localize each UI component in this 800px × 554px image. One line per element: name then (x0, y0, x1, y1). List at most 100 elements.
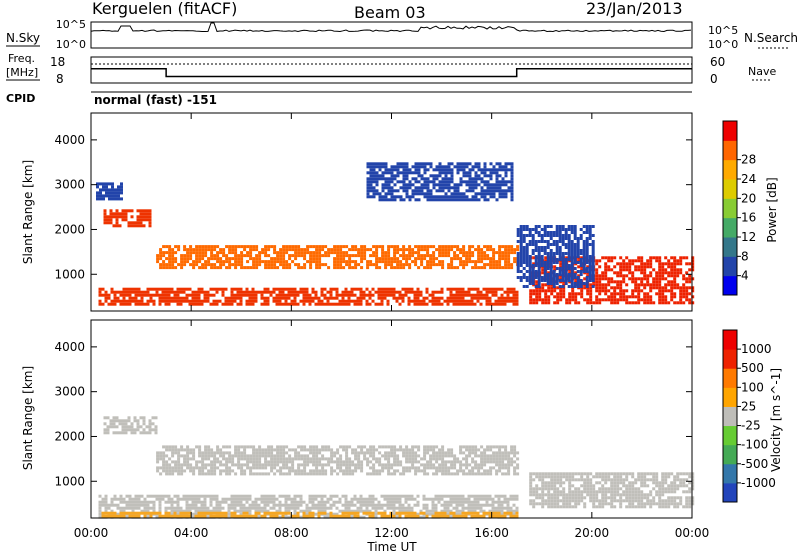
data-cell (546, 264, 550, 267)
data-cell (574, 301, 578, 305)
data-cell (528, 270, 532, 273)
data-cell (431, 293, 435, 297)
data-cell (513, 451, 517, 455)
data-cell (522, 267, 526, 270)
data-cell (342, 469, 346, 473)
data-cell (619, 478, 623, 482)
data-cell (354, 248, 358, 252)
data-cell (312, 445, 316, 449)
data-cell (491, 503, 495, 507)
data-cell (573, 225, 577, 228)
data-cell (512, 497, 516, 501)
data-cell (576, 249, 580, 252)
data-cell (500, 506, 504, 510)
data-cell (631, 277, 635, 281)
data-cell (130, 215, 134, 219)
data-cell (470, 296, 474, 300)
data-cell (685, 292, 689, 296)
data-cell (260, 509, 264, 513)
data-cell (275, 287, 279, 291)
data-cell (384, 445, 388, 449)
data-cell (471, 254, 475, 258)
data-cell (336, 451, 340, 455)
data-cell (371, 293, 375, 297)
data-cell (547, 472, 551, 476)
data-cell (219, 260, 223, 264)
data-cell (192, 248, 196, 252)
data-cell (601, 277, 605, 281)
data-cell (443, 494, 447, 498)
data-cell (550, 496, 554, 500)
data-cell (685, 262, 689, 266)
data-cell (335, 494, 339, 498)
data-cell (366, 192, 370, 196)
data-cell (423, 245, 427, 249)
data-cell (308, 497, 312, 501)
data-cell (180, 466, 184, 470)
data-cell (444, 171, 448, 175)
data-cell (109, 419, 113, 423)
data-cell (372, 192, 376, 196)
data-cell (459, 463, 463, 467)
data-cell (372, 165, 376, 169)
data-cell (529, 487, 533, 491)
data-cell (586, 478, 590, 482)
data-cell (393, 174, 397, 178)
data-cell (231, 457, 235, 461)
data-cell (264, 266, 268, 270)
data-cell (595, 283, 599, 287)
data-cell (426, 466, 430, 470)
data-cell (387, 177, 391, 181)
data-cell (561, 279, 565, 282)
data-cell (158, 497, 162, 501)
data-cell (396, 266, 400, 270)
data-cell (676, 271, 680, 275)
data-cell (101, 497, 105, 501)
data-cell (198, 466, 202, 470)
data-cell (336, 260, 340, 264)
data-cell (685, 271, 689, 275)
data-cell (278, 302, 282, 306)
data-cell (604, 478, 608, 482)
data-cell (146, 302, 150, 306)
data-cell (120, 185, 123, 189)
data-cell (506, 287, 510, 291)
data-cell (338, 299, 342, 303)
data-cell (278, 494, 282, 498)
data-cell (432, 463, 436, 467)
data-cell (207, 257, 211, 261)
colorbar-segment (723, 275, 737, 296)
data-cell (604, 271, 608, 275)
data-cell (110, 302, 114, 306)
data-cell (117, 197, 120, 201)
data-cell (273, 251, 277, 255)
data-cell (359, 302, 363, 306)
data-cell (225, 460, 229, 464)
data-cell (431, 302, 435, 306)
data-cell (492, 263, 496, 267)
data-cell (311, 296, 315, 300)
data-cell (285, 251, 289, 255)
data-cell (390, 472, 394, 476)
data-cell (99, 197, 102, 201)
data-cell (366, 463, 370, 467)
data-cell (216, 251, 220, 255)
data-cell (101, 287, 105, 291)
data-cell (282, 245, 286, 249)
data-cell (577, 493, 581, 497)
data-cell (311, 506, 315, 510)
data-cell (203, 293, 207, 297)
data-cell (149, 293, 153, 297)
data-cell (405, 168, 409, 172)
data-cell (402, 162, 406, 166)
data-cell (515, 296, 519, 300)
data-cell (661, 265, 665, 269)
data-cell (447, 451, 451, 455)
data-cell (162, 451, 166, 455)
data-cell (691, 277, 695, 281)
data-cell (366, 248, 370, 252)
data-cell (369, 248, 373, 252)
data-cell (177, 457, 181, 461)
data-cell (504, 263, 508, 267)
data-cell (441, 460, 445, 464)
